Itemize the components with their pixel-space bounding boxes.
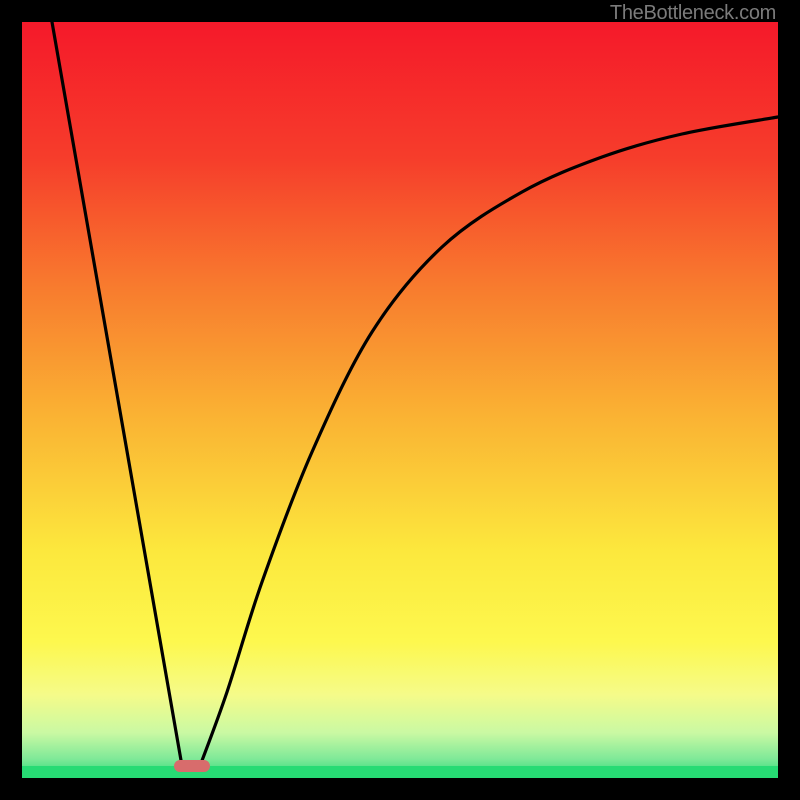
watermark-text: TheBottleneck.com [610,2,776,25]
chart-frame [0,0,800,800]
